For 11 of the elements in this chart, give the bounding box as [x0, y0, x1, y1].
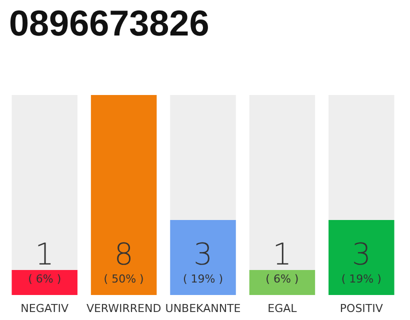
x-tick-label: POSITIV [340, 302, 384, 315]
chart-title: 0896673826 [9, 2, 210, 44]
data-label: 1 ( 6% ) [266, 238, 299, 286]
data-label: 8 ( 50% ) [104, 238, 144, 286]
x-tick-label: VERWIRREND [86, 302, 162, 315]
data-label: 3 ( 19% ) [341, 238, 382, 286]
x-tick-label: NEGATIV [20, 302, 69, 315]
data-label: 1 ( 6% ) [28, 238, 62, 286]
x-tick-label: EGAL [268, 302, 298, 315]
x-tick-label: UNBEKANNTE [165, 302, 241, 315]
data-label: 3 ( 19% ) [182, 238, 224, 286]
